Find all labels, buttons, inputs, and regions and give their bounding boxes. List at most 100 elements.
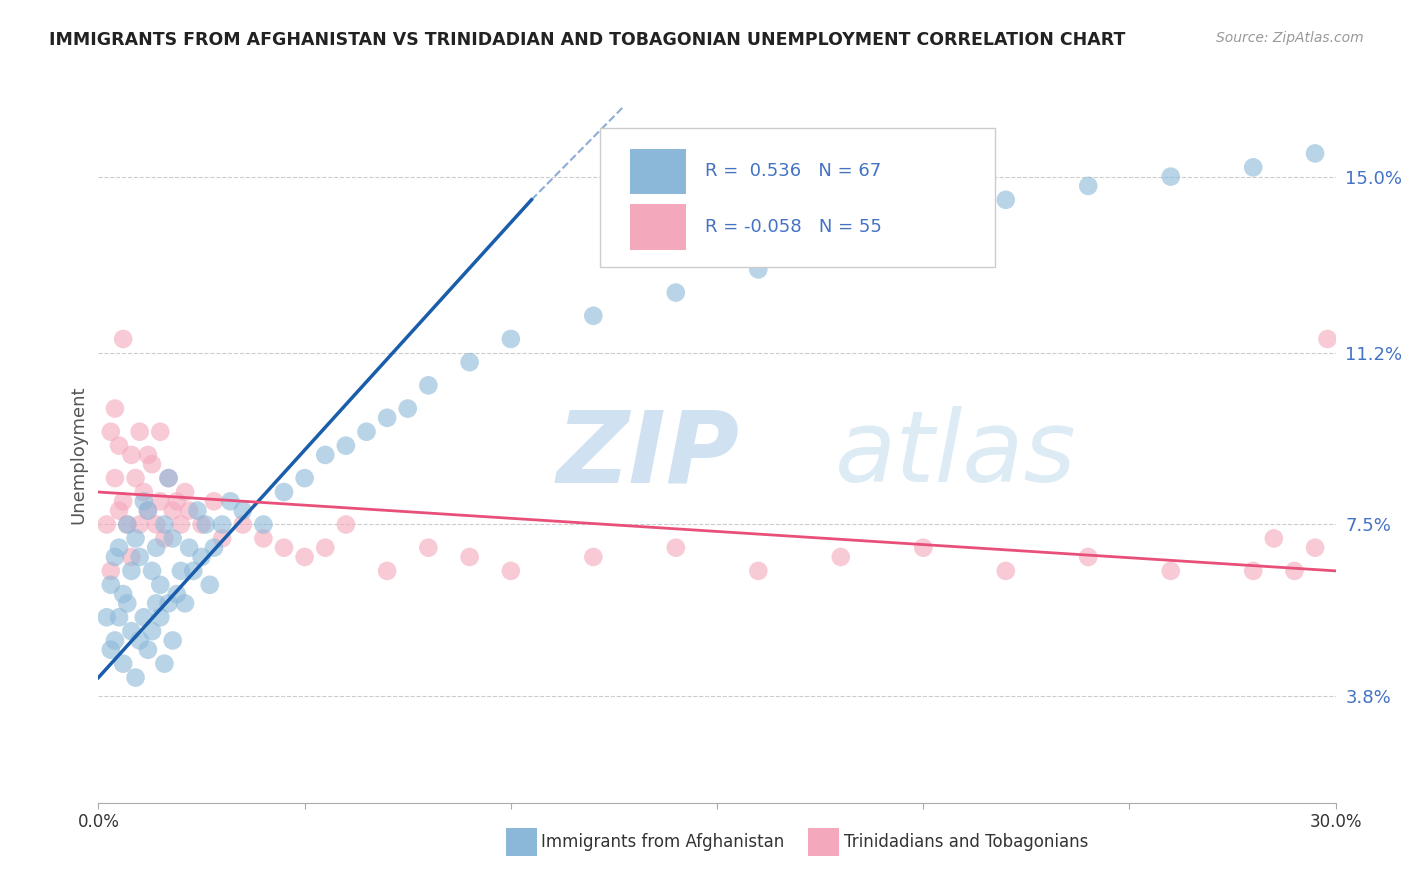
Point [1263, 532, 1285, 546]
Point [202, 494, 225, 508]
Point [232, 517, 254, 532]
Point [104, 471, 127, 485]
Point [128, 633, 150, 648]
Text: Source: ZipAtlas.com: Source: ZipAtlas.com [1216, 31, 1364, 45]
Point [1284, 564, 1306, 578]
Point [219, 494, 242, 508]
Point [252, 517, 274, 532]
Point [1316, 332, 1339, 346]
Point [153, 657, 176, 671]
Point [149, 610, 172, 624]
Point [124, 471, 146, 485]
Point [994, 564, 1017, 578]
Point [141, 564, 163, 578]
Point [166, 494, 188, 508]
Point [100, 564, 122, 578]
Point [96, 610, 118, 624]
Point [112, 657, 135, 671]
Point [108, 541, 131, 555]
Point [157, 471, 180, 485]
Point [112, 587, 135, 601]
Point [190, 517, 212, 532]
Point [1241, 161, 1264, 175]
Point [1160, 564, 1182, 578]
Point [120, 624, 142, 639]
Point [1241, 564, 1264, 578]
Point [375, 564, 398, 578]
Point [157, 596, 180, 610]
Point [170, 564, 193, 578]
Point [136, 503, 159, 517]
Point [499, 564, 522, 578]
Point [912, 216, 935, 230]
Point [202, 541, 225, 555]
Point [232, 503, 254, 517]
Point [396, 401, 419, 416]
Point [830, 239, 852, 253]
Point [162, 633, 184, 648]
Point [211, 517, 233, 532]
Point [149, 578, 172, 592]
Point [273, 485, 295, 500]
Point [166, 587, 188, 601]
Point [294, 549, 316, 564]
Point [747, 564, 769, 578]
Point [174, 596, 197, 610]
Point [458, 549, 481, 564]
Point [499, 332, 522, 346]
Point [162, 503, 184, 517]
Point [132, 610, 155, 624]
Point [335, 439, 357, 453]
Point [198, 578, 221, 592]
Point [117, 596, 139, 610]
Point [136, 448, 159, 462]
Point [912, 541, 935, 555]
Point [174, 485, 197, 500]
Point [117, 517, 139, 532]
Point [132, 485, 155, 500]
Point [186, 503, 208, 517]
Point [96, 517, 118, 532]
Text: atlas: atlas [835, 407, 1076, 503]
Point [994, 193, 1017, 207]
Point [375, 410, 398, 425]
Point [120, 448, 142, 462]
Point [128, 549, 150, 564]
FancyBboxPatch shape [630, 204, 686, 250]
Point [273, 541, 295, 555]
Point [153, 517, 176, 532]
Point [1303, 541, 1326, 555]
Point [1077, 178, 1099, 193]
Point [335, 517, 357, 532]
Text: Trinidadians and Tobagonians: Trinidadians and Tobagonians [844, 833, 1088, 851]
Point [665, 541, 688, 555]
Point [141, 624, 163, 639]
Point [157, 471, 180, 485]
Point [314, 448, 336, 462]
Point [100, 642, 122, 657]
Point [136, 642, 159, 657]
FancyBboxPatch shape [599, 128, 995, 267]
Point [179, 541, 201, 555]
Text: IMMIGRANTS FROM AFGHANISTAN VS TRINIDADIAN AND TOBAGONIAN UNEMPLOYMENT CORRELATI: IMMIGRANTS FROM AFGHANISTAN VS TRINIDADI… [49, 31, 1126, 49]
Point [181, 564, 204, 578]
Point [128, 517, 150, 532]
Point [1303, 146, 1326, 161]
Point [104, 633, 127, 648]
Point [211, 532, 233, 546]
Text: ZIP: ZIP [557, 407, 740, 503]
Point [149, 425, 172, 439]
Point [104, 549, 127, 564]
Point [747, 262, 769, 277]
Point [665, 285, 688, 300]
Point [418, 541, 440, 555]
Text: Immigrants from Afghanistan: Immigrants from Afghanistan [541, 833, 785, 851]
Text: R = -0.058   N = 55: R = -0.058 N = 55 [704, 218, 882, 235]
Point [153, 532, 176, 546]
Point [117, 517, 139, 532]
Point [100, 425, 122, 439]
Point [124, 671, 146, 685]
Point [132, 494, 155, 508]
Point [145, 541, 167, 555]
Point [356, 425, 378, 439]
